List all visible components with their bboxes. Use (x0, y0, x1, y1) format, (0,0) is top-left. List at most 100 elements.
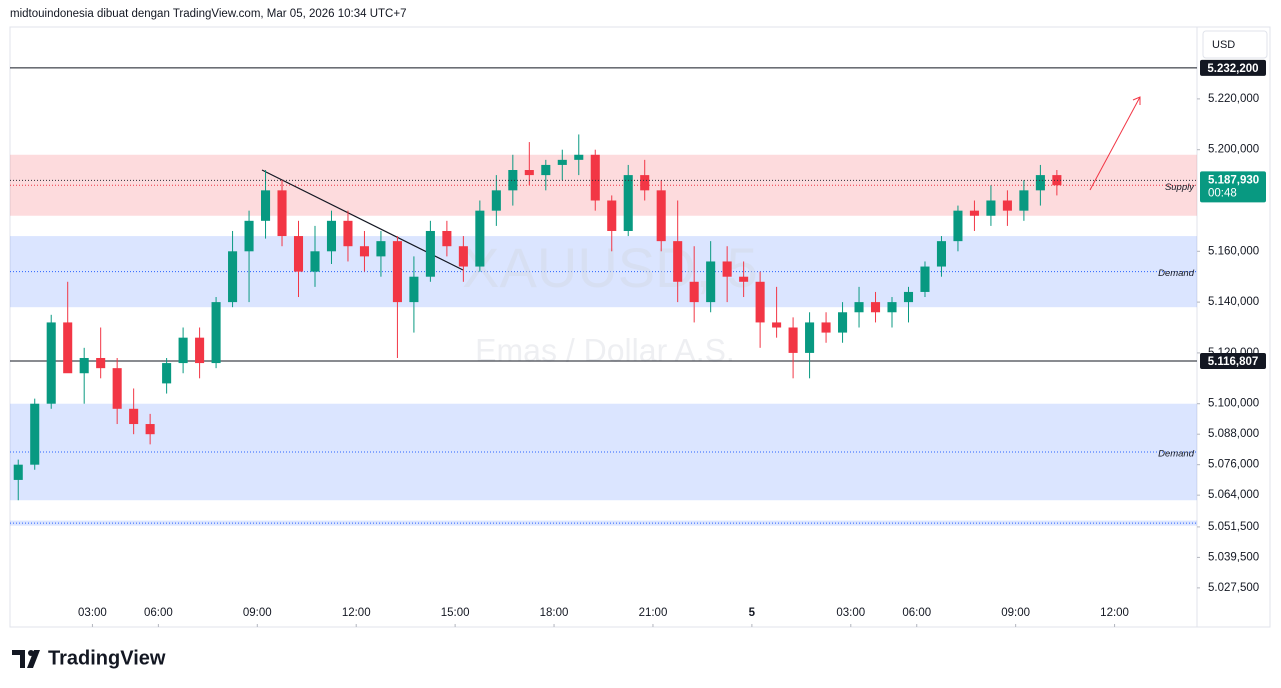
candle-body (491, 190, 501, 211)
candle-body (409, 276, 419, 303)
level-label-box (1200, 353, 1266, 370)
candle-body (854, 302, 864, 313)
y-tick-label: 5.076,000 (1208, 459, 1259, 471)
candle-body (425, 230, 435, 277)
candle-body (953, 210, 963, 242)
candle-body (805, 322, 815, 353)
forecast-arrow (1089, 96, 1141, 191)
candle-body (277, 190, 287, 237)
zone (10, 520, 1197, 526)
candle-body (475, 210, 485, 267)
candle-body (557, 159, 567, 165)
description-watermark: Emas / Dollar A.S. (475, 332, 735, 368)
candle-body (392, 241, 402, 303)
x-tick-label: 21:00 (639, 607, 668, 619)
current-price-box (1200, 171, 1266, 203)
level-label-box (1200, 59, 1266, 76)
countdown: 00:48 (1208, 187, 1237, 199)
y-tick-label: 5.051,500 (1208, 521, 1259, 533)
zone (10, 154, 1197, 216)
candle-body (689, 281, 699, 303)
y-tick-label: 5.100,000 (1208, 398, 1259, 410)
x-tick-label: 06:00 (144, 607, 173, 619)
candle-body (623, 175, 633, 231)
candle-body (1035, 175, 1045, 191)
brand-logo (12, 650, 40, 668)
y-tick-label: 5.064,000 (1208, 489, 1259, 501)
candle-body (293, 236, 304, 272)
candle-body (755, 281, 765, 323)
candle-body (574, 154, 584, 160)
candle-body (887, 302, 897, 313)
y-tick-label: 5.200,000 (1208, 144, 1259, 156)
zone (10, 403, 1197, 501)
candle-body (524, 170, 534, 176)
y-tick-label: 5.220,000 (1208, 93, 1259, 105)
candle-body (607, 200, 617, 231)
candle-body (870, 302, 881, 313)
y-tick-label: 5.088,000 (1208, 428, 1259, 440)
current-price-label: 5.187,930 (1208, 174, 1259, 186)
zone-label: Demand (1158, 448, 1195, 459)
y-tick-label: 5.140,000 (1208, 296, 1259, 308)
y-tick-label: 5.160,000 (1208, 245, 1259, 257)
candle-body (458, 246, 468, 267)
x-tick-label: 03:00 (836, 607, 865, 619)
candle-body (986, 200, 996, 216)
level-label: 5.116,807 (1208, 356, 1259, 368)
candle-body (838, 312, 848, 333)
candle-body (145, 424, 155, 435)
candle-body (640, 175, 650, 191)
arrow-shaft (1089, 96, 1141, 191)
x-tick-label: 15:00 (441, 607, 470, 619)
candle-body (590, 154, 600, 201)
candle-body (79, 357, 89, 374)
candle-body (30, 403, 40, 465)
candle-body (1019, 190, 1029, 211)
candle-body (508, 170, 518, 191)
candle-body (228, 251, 238, 303)
candle-body (211, 302, 221, 364)
x-tick-label: 12:00 (342, 607, 371, 619)
brand: TradingView (12, 647, 166, 669)
candle-body (244, 220, 254, 252)
candle-body (541, 164, 551, 176)
candle-body (673, 241, 683, 282)
candle-body (821, 322, 831, 333)
candle-body (129, 408, 139, 425)
x-tick-label: 18:00 (540, 607, 569, 619)
candle-body (788, 327, 798, 353)
x-tick-label: 09:00 (243, 607, 272, 619)
candle-body (376, 241, 386, 257)
candle-body (656, 190, 666, 242)
candle-body (722, 261, 732, 277)
brand-name: TradingView (48, 647, 166, 669)
arrow-head (1132, 96, 1141, 105)
x-tick-label: 09:00 (1001, 607, 1030, 619)
candle-body (343, 220, 353, 247)
pane-border (9, 26, 1271, 628)
candle-body (442, 230, 452, 247)
candle-body (178, 337, 188, 364)
y-tick-label: 5.039,500 (1208, 551, 1259, 563)
candle-body (326, 220, 337, 252)
candle-body (195, 337, 205, 364)
candle-body (96, 357, 106, 369)
candle-body (739, 276, 749, 282)
level-label: 5.232,200 (1207, 63, 1258, 75)
y-tick-label: 5.027,500 (1208, 582, 1259, 594)
candle-body (359, 246, 369, 257)
zone (10, 236, 1197, 308)
zone-label: Demand (1158, 268, 1195, 279)
candle-body (969, 210, 979, 216)
candle-body (261, 190, 271, 221)
candle-body (310, 251, 320, 272)
candle-body (46, 322, 56, 404)
zones (10, 154, 1197, 526)
brand-logo-dot (28, 650, 34, 656)
candle-body (162, 363, 172, 384)
candle-body (1052, 175, 1062, 186)
candle-body (772, 322, 782, 328)
currency-box[interactable] (1202, 30, 1268, 59)
